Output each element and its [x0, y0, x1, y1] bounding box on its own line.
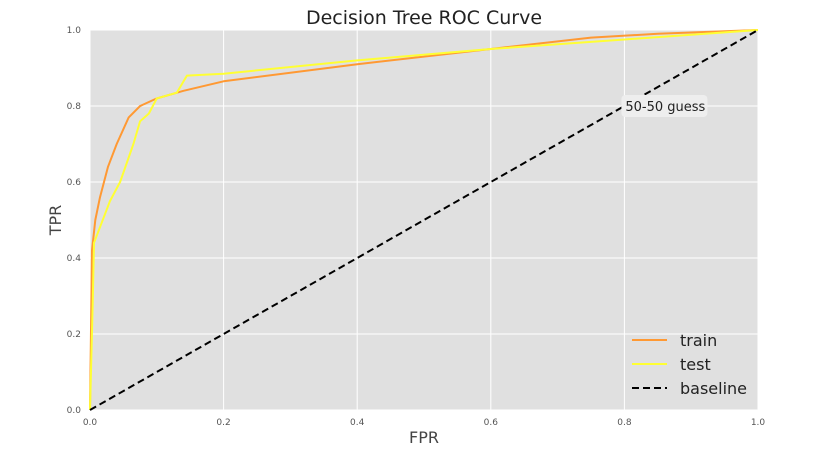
series-line-baseline: [89, 29, 759, 411]
annotations: 50-50 guess: [621, 95, 708, 117]
x-axis-label: FPR: [409, 428, 439, 447]
x-tick-label: 1.0: [751, 418, 766, 428]
chart-title: Decision Tree ROC Curve: [306, 7, 542, 29]
y-tick-label: 0.8: [67, 102, 82, 112]
x-tick-label: 0.6: [484, 418, 499, 428]
series-lines: [89, 29, 759, 411]
x-axis-ticks: 0.0 0.2 0.4 0.6 0.8 1.0: [83, 418, 766, 428]
x-tick-label: 0.2: [216, 418, 230, 428]
legend: train test baseline: [632, 331, 747, 398]
annotation-text: 50-50 guess: [625, 100, 705, 115]
x-tick-label: 0.8: [617, 418, 632, 428]
series-line-train: [89, 29, 759, 411]
x-tick-label: 0.4: [350, 418, 365, 428]
y-tick-label: 0.0: [67, 406, 82, 416]
y-tick-label: 0.6: [67, 178, 82, 188]
y-tick-label: 0.4: [67, 254, 82, 264]
y-tick-label: 1.0: [67, 26, 82, 36]
legend-label-baseline: baseline: [680, 379, 747, 398]
y-axis-ticks: 0.0 0.2 0.4 0.6 0.8 1.0: [67, 26, 82, 416]
x-tick-label: 0.0: [83, 418, 98, 428]
y-tick-label: 0.2: [67, 330, 81, 340]
legend-label-train: train: [680, 331, 717, 350]
y-axis-label: TPR: [46, 205, 65, 237]
legend-label-test: test: [680, 355, 711, 374]
annotation-box: [621, 95, 708, 117]
series-line-test: [89, 29, 759, 411]
